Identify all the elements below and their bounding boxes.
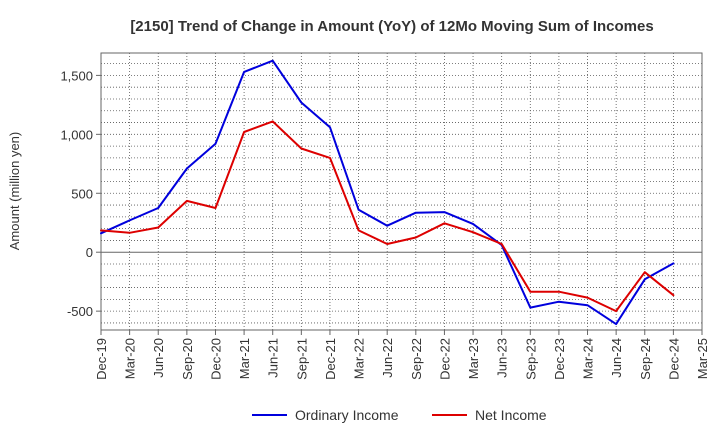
x-tick-label: Mar-20 (123, 338, 138, 379)
x-tick-label: Mar-24 (581, 338, 596, 379)
legend-label: Ordinary Income (295, 407, 399, 423)
series-layer (100, 59, 675, 326)
x-tick-label: Jun-23 (495, 338, 510, 378)
axes-layer: -500 0 500 1,000 1,500 Dec-19 Mar-20 Jun-20 Sep-… (60, 52, 710, 380)
y-tick-label: 1,500 (60, 68, 93, 83)
x-tick-label: Sep-21 (294, 338, 309, 380)
y-axis-label: Amount (million yen) (7, 132, 22, 251)
plot-border (100, 52, 703, 331)
legend-label: Net Income (475, 407, 547, 423)
series-line-ordinary-income (100, 59, 675, 326)
x-tick-label: Jun-21 (266, 338, 281, 378)
x-tick-label: Dec-19 (94, 338, 109, 380)
x-tick-label: Jun-24 (609, 338, 624, 378)
chart-title: [2150] Trend of Change in Amount (YoY) o… (130, 18, 653, 35)
x-tick-label: Mar-23 (466, 338, 481, 379)
x-tick-label: Mar-21 (237, 338, 252, 379)
x-tick-label: Mar-22 (352, 338, 367, 379)
y-tick-label: 500 (71, 186, 93, 201)
x-tick-label: Dec-20 (208, 338, 223, 380)
series-line-net-income (100, 120, 675, 313)
x-tick-label: Jun-22 (380, 338, 395, 378)
x-tick-label: Dec-21 (323, 338, 338, 380)
x-tick-label: Mar-25 (695, 338, 710, 379)
x-tick-label: Jun-20 (151, 338, 166, 378)
y-tick-label: 0 (86, 245, 93, 260)
x-tick-label: Sep-23 (523, 338, 538, 380)
y-tick-label: -500 (67, 304, 93, 319)
x-tick-label: Sep-22 (409, 338, 424, 380)
x-tick-label: Dec-24 (666, 338, 681, 380)
grid-layer (100, 53, 703, 330)
x-tick-label: Dec-23 (552, 338, 567, 380)
plot-area (101, 53, 702, 330)
legend: Ordinary Income Net Income (252, 407, 547, 423)
x-tick-label: Sep-20 (180, 338, 195, 380)
y-tick-label: 1,000 (60, 127, 93, 142)
x-tick-label: Dec-22 (437, 338, 452, 380)
x-tick-label: Sep-24 (638, 338, 653, 380)
